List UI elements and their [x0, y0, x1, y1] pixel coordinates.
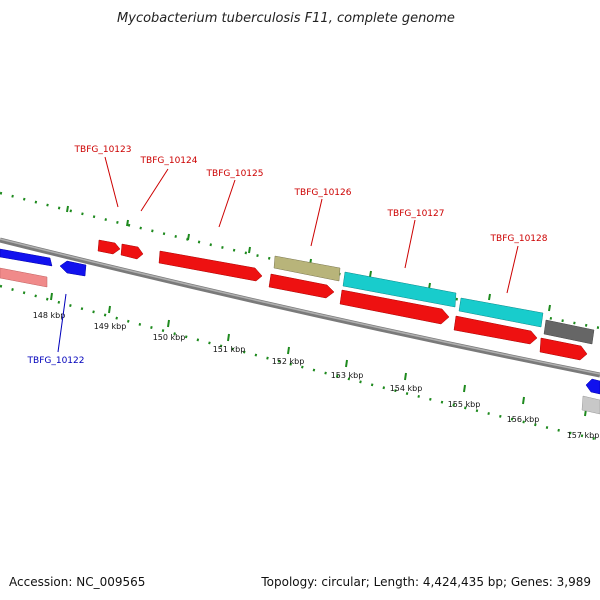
gene-feature-cyan-10127[interactable]: [342, 271, 457, 308]
gene-feature-olive-10126[interactable]: [273, 255, 341, 282]
gene-label[interactable]: TBFG_10124: [140, 156, 198, 166]
scale-label: 151 kbp: [213, 345, 246, 354]
gene-feature-red-lower-1[interactable]: [268, 273, 335, 299]
gene-feature-red-10124[interactable]: [120, 243, 144, 260]
gene-features: [0, 239, 600, 415]
gene-label[interactable]: TBFG_10126: [294, 188, 352, 198]
scale-labels: 148 kbp 149 kbp 150 kbp 151 kbp 152 kbp …: [33, 311, 600, 440]
scale-label: 155 kbp: [448, 400, 481, 409]
scale-label: 153 kbp: [331, 371, 364, 380]
gene-label[interactable]: TBFG_10128: [490, 234, 548, 244]
map-title: Mycobacterium tuberculosis F11, complete…: [117, 11, 455, 26]
gene-feature-red-lower-3[interactable]: [453, 315, 538, 345]
gene-feature-blue[interactable]: [0, 248, 53, 267]
scale-label: 156 kbp: [507, 415, 540, 424]
topology-summary: Topology: circular; Length: 4,424,435 bp…: [260, 575, 591, 589]
gene-feature-cyan-10128[interactable]: [458, 297, 544, 328]
gene-label[interactable]: TBFG_10123: [74, 145, 132, 155]
genome-backbone: [0, 237, 600, 378]
gene-feature-red-lower-2[interactable]: [339, 289, 450, 325]
inner-scale-track: [0, 284, 600, 442]
scale-label: 149 kbp: [94, 322, 127, 331]
scale-label: 154 kbp: [390, 384, 423, 393]
gene-label[interactable]: TBFG_10125: [206, 169, 264, 179]
gene-label[interactable]: TBFG_10122: [27, 356, 85, 366]
gene-labels: TBFG_10123 TBFG_10124 TBFG_10125 TBFG_10…: [27, 145, 548, 366]
gene-feature-red-10125[interactable]: [158, 250, 263, 282]
gene-feature-darkgray[interactable]: [543, 319, 595, 345]
gene-feature-red-10123[interactable]: [97, 239, 121, 255]
label-leader-reverse: [57, 293, 67, 353]
gene-feature-red-lower-4[interactable]: [539, 337, 588, 361]
gene-label[interactable]: TBFG_10127: [387, 209, 445, 219]
gene-feature-pink[interactable]: [0, 267, 48, 288]
label-leaders: [104, 156, 519, 294]
gene-feature-blue-right[interactable]: [585, 378, 600, 395]
scale-label: 150 kbp: [153, 333, 186, 342]
scale-label: 157 kbp: [567, 431, 600, 440]
gene-feature-blue-small[interactable]: [59, 260, 87, 277]
scale-label: 148 kbp: [33, 311, 66, 320]
accession-text: Accession: NC_009565: [9, 575, 145, 589]
gene-feature-lightgray[interactable]: [581, 395, 600, 415]
scale-label: 152 kbp: [272, 357, 305, 366]
